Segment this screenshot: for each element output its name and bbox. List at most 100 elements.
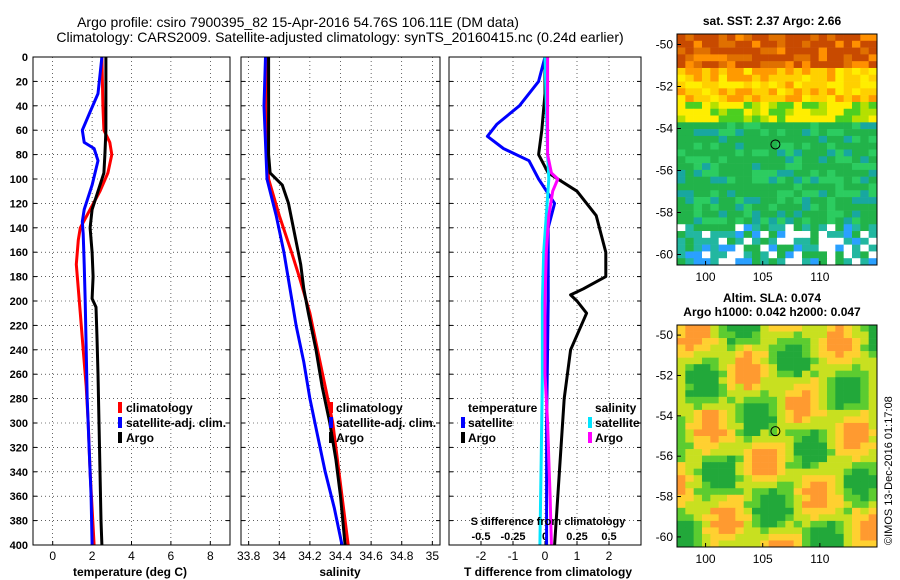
map-cell xyxy=(785,251,794,259)
map-cell xyxy=(852,122,861,130)
map-cell xyxy=(835,462,844,469)
map-cell xyxy=(718,338,728,345)
map-cell xyxy=(710,533,719,541)
map-cell xyxy=(777,351,786,358)
map-x-tick-label: 100 xyxy=(696,270,716,284)
map-cell xyxy=(768,169,778,177)
map-cell xyxy=(710,169,719,177)
map-cell xyxy=(760,122,769,130)
map-cell xyxy=(835,251,844,259)
map-cell xyxy=(852,344,861,352)
depth-tick-label: 140 xyxy=(10,223,28,235)
x-tick-label: 2 xyxy=(606,549,613,563)
map-cell xyxy=(768,370,778,378)
map-cell xyxy=(768,325,778,332)
map-cell xyxy=(810,514,819,522)
map-cell xyxy=(702,449,711,456)
map-cell xyxy=(743,488,753,496)
map-cell xyxy=(710,416,719,424)
map-cell xyxy=(735,533,744,541)
map-cell xyxy=(827,475,836,483)
map-cell xyxy=(827,163,836,171)
map-cell xyxy=(835,210,844,218)
map-cell xyxy=(685,514,694,522)
map-cell xyxy=(810,163,819,171)
map-cell xyxy=(718,377,728,385)
map-cell xyxy=(743,101,753,110)
map-cell xyxy=(793,190,803,198)
map-cell xyxy=(702,338,711,345)
map-cell xyxy=(802,40,811,48)
map-cell xyxy=(743,422,753,430)
map-cell xyxy=(702,258,711,266)
map-cell xyxy=(802,54,811,62)
map-cell xyxy=(693,224,703,232)
map-cell xyxy=(743,416,753,424)
map-cell xyxy=(727,237,736,245)
map-cell xyxy=(685,74,694,82)
map-cell xyxy=(843,462,853,469)
map-cell xyxy=(677,197,686,205)
map-cell xyxy=(768,237,778,245)
map-cell xyxy=(852,142,861,150)
map-cell xyxy=(827,108,836,116)
map-cell xyxy=(743,409,753,417)
map-cell xyxy=(835,81,844,89)
map-cell xyxy=(760,344,769,352)
map-cell xyxy=(868,403,878,411)
map-cell xyxy=(752,436,761,443)
map-cell xyxy=(810,169,819,177)
map-cell xyxy=(760,533,769,541)
map-cell xyxy=(810,101,819,110)
map-cell xyxy=(693,176,703,184)
map-cell xyxy=(793,422,803,430)
map-cell xyxy=(677,163,686,171)
map-cell xyxy=(827,122,836,130)
map-cell xyxy=(802,176,811,184)
map-cell xyxy=(727,540,736,548)
map-cell xyxy=(768,377,778,385)
map-cell xyxy=(677,357,686,365)
map-cell xyxy=(818,422,828,430)
map-cell xyxy=(702,494,711,502)
map-cell xyxy=(685,81,694,89)
map-cell xyxy=(860,61,869,69)
map-cell xyxy=(785,237,794,245)
map-cell xyxy=(843,357,853,365)
map-cell xyxy=(743,197,753,205)
map-cell xyxy=(710,468,719,476)
map-cell xyxy=(827,390,836,398)
map-cell xyxy=(768,115,778,123)
map-cell xyxy=(818,203,828,211)
map-y-tick-label: -60 xyxy=(656,248,674,262)
map-cell xyxy=(810,47,819,55)
map-cell xyxy=(735,54,744,62)
depth-tick-label: 360 xyxy=(10,491,28,503)
map-cell xyxy=(735,436,744,443)
map-cell xyxy=(827,149,836,157)
map-cell xyxy=(860,95,869,103)
map-cell xyxy=(735,251,744,259)
map-cell xyxy=(718,40,728,48)
map-cell xyxy=(718,244,728,252)
map-cell xyxy=(777,244,786,252)
map-cell xyxy=(685,210,694,218)
map-cell xyxy=(827,231,836,239)
map-cell xyxy=(768,422,778,430)
map-cell xyxy=(810,67,819,76)
map-cell xyxy=(727,149,736,157)
map-cell xyxy=(693,533,703,541)
map-cell xyxy=(793,54,803,62)
map-cell xyxy=(768,95,778,103)
map-cell xyxy=(818,149,828,157)
map-cell xyxy=(752,101,761,110)
map-cell xyxy=(718,258,728,266)
map-cell xyxy=(727,258,736,266)
map-cell xyxy=(743,455,753,463)
map-cell xyxy=(685,390,694,398)
map-cell xyxy=(718,370,728,378)
depth-tick-label: 120 xyxy=(10,198,28,210)
map-cell xyxy=(702,442,711,450)
map-cell xyxy=(677,475,686,483)
map-cell xyxy=(843,383,853,391)
